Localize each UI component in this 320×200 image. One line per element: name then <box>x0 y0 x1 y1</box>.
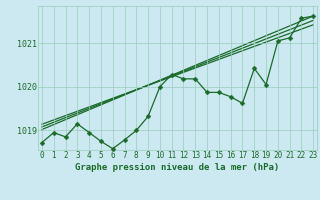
X-axis label: Graphe pression niveau de la mer (hPa): Graphe pression niveau de la mer (hPa) <box>76 163 280 172</box>
